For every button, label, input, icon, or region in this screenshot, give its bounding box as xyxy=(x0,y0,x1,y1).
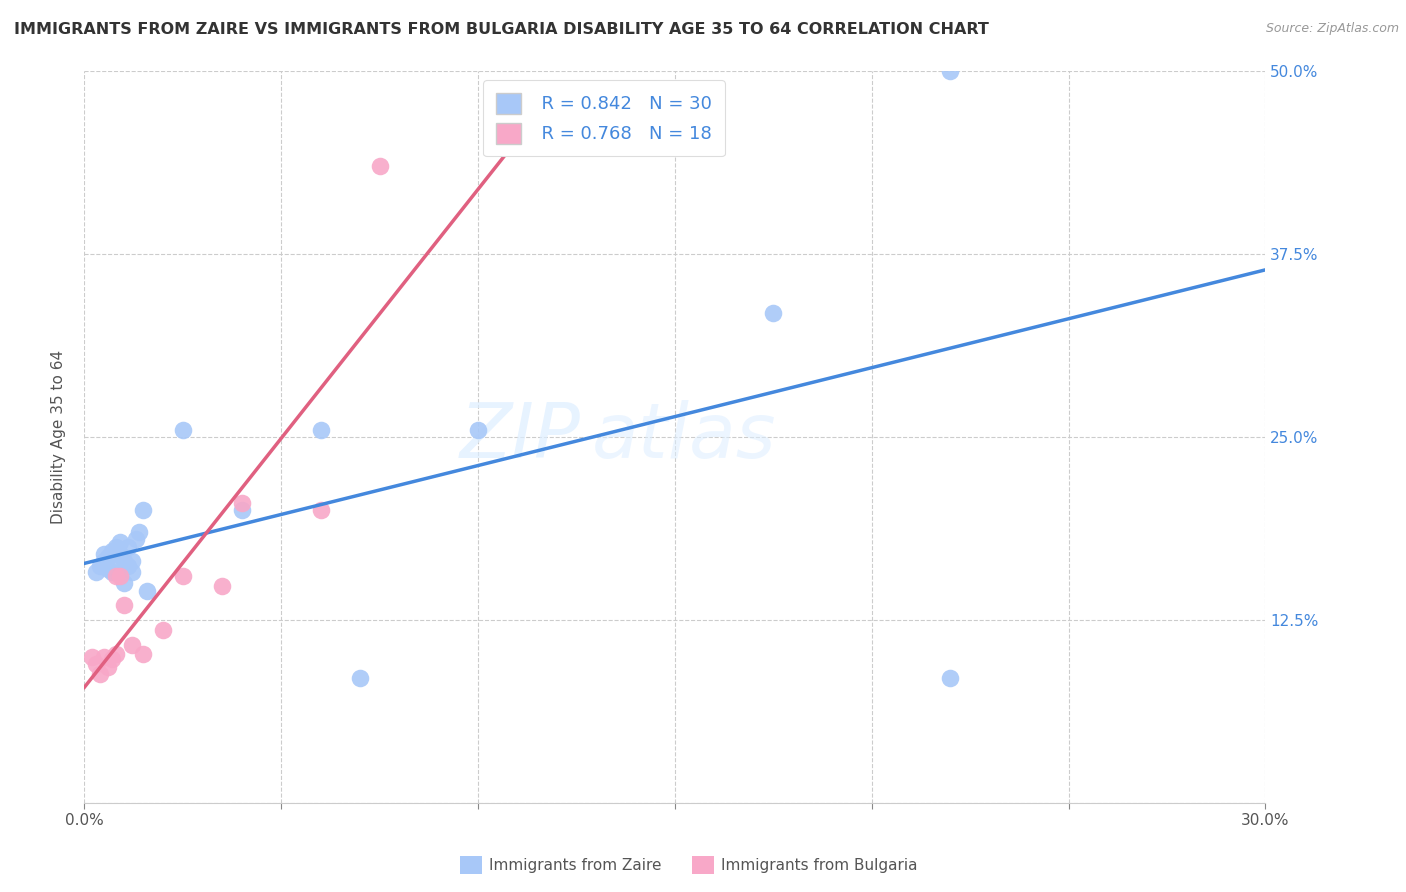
Point xyxy=(117,540,139,554)
Point xyxy=(97,562,120,576)
Y-axis label: Disability Age 35 to 64: Disability Age 35 to 64 xyxy=(51,350,66,524)
Point xyxy=(104,540,127,554)
Point xyxy=(368,160,391,174)
Point xyxy=(172,423,194,437)
Text: Source: ZipAtlas.com: Source: ZipAtlas.com xyxy=(1265,22,1399,36)
Point xyxy=(101,565,124,579)
Legend: Immigrants from Zaire, Immigrants from Bulgaria: Immigrants from Zaire, Immigrants from B… xyxy=(454,850,924,880)
Point xyxy=(467,423,489,437)
Point xyxy=(97,659,120,673)
Text: IMMIGRANTS FROM ZAIRE VS IMMIGRANTS FROM BULGARIA DISABILITY AGE 35 TO 64 CORREL: IMMIGRANTS FROM ZAIRE VS IMMIGRANTS FROM… xyxy=(14,22,988,37)
Legend:   R = 0.842   N = 30,   R = 0.768   N = 18: R = 0.842 N = 30, R = 0.768 N = 18 xyxy=(484,80,724,156)
Point xyxy=(93,554,115,568)
Text: atlas: atlas xyxy=(592,401,776,474)
Point xyxy=(762,306,785,320)
Point xyxy=(349,672,371,686)
Point xyxy=(104,558,127,573)
Point xyxy=(112,576,135,591)
Point xyxy=(152,623,174,637)
Point xyxy=(112,554,135,568)
Point xyxy=(939,672,962,686)
Point xyxy=(132,647,155,661)
Point xyxy=(89,667,111,681)
Point xyxy=(121,565,143,579)
Point xyxy=(93,649,115,664)
Point xyxy=(132,503,155,517)
Point xyxy=(108,547,131,561)
Point xyxy=(101,652,124,666)
Point xyxy=(136,583,159,598)
Point xyxy=(309,503,332,517)
Point xyxy=(108,535,131,549)
Point xyxy=(89,558,111,573)
Point xyxy=(84,657,107,671)
Point xyxy=(231,503,253,517)
Point xyxy=(211,579,233,593)
Point xyxy=(104,569,127,583)
Point xyxy=(108,569,131,583)
Point xyxy=(93,547,115,561)
Point xyxy=(309,423,332,437)
Point xyxy=(117,558,139,573)
Point xyxy=(112,599,135,613)
Point xyxy=(231,496,253,510)
Point xyxy=(101,544,124,558)
Point xyxy=(104,647,127,661)
Point xyxy=(121,638,143,652)
Point xyxy=(128,525,150,540)
Point xyxy=(939,64,962,78)
Point xyxy=(121,554,143,568)
Point xyxy=(82,649,104,664)
Point xyxy=(97,549,120,564)
Point xyxy=(124,533,146,547)
Point xyxy=(84,565,107,579)
Text: ZIP: ZIP xyxy=(460,401,581,474)
Point xyxy=(172,569,194,583)
